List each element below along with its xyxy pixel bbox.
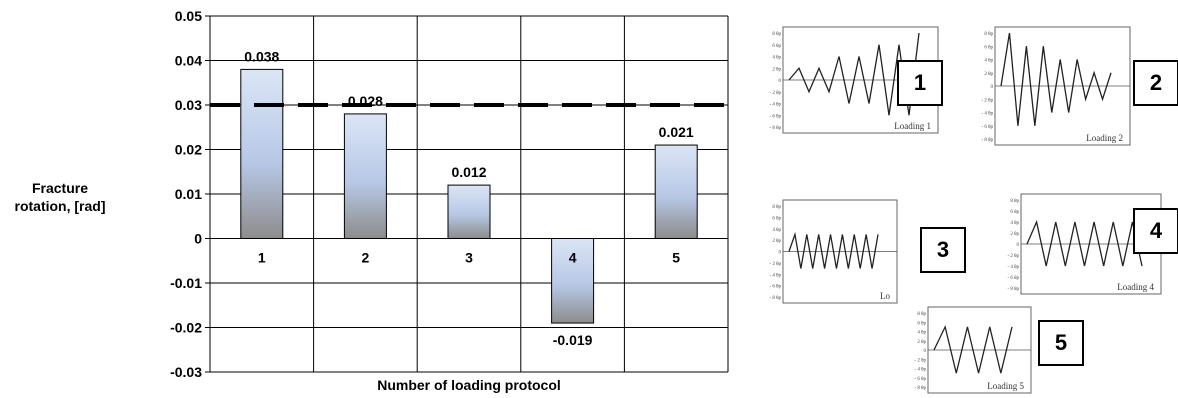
category-label-5: 5 <box>672 250 680 266</box>
bar-2 <box>343 113 387 239</box>
loading-tick-label: 4 θp <box>984 59 993 64</box>
loading-tick-label: 2 θp <box>772 239 781 244</box>
loading-caption: Loading 2 <box>1086 133 1123 143</box>
loading-tick-label: - 6 θp <box>914 377 926 382</box>
loading-number-box-2: 2 <box>1133 60 1178 106</box>
y-tick-labels: 0.05 0.04 0.03 0.02 0.01 0 -0.01 -0.02 -0.03 <box>170 8 202 380</box>
loading-waveform <box>933 324 1013 374</box>
loading-tick-label: 2 θp <box>917 340 926 345</box>
loading-tick-label: 6 θp <box>1010 210 1019 215</box>
category-label-3: 3 <box>465 250 473 266</box>
loading-tick-label: - 6 θp <box>769 285 781 290</box>
loading-tick-label: 2 θp <box>772 67 781 72</box>
loading-waveform <box>1026 219 1143 267</box>
loading-tick-label: 0 <box>924 349 927 354</box>
loading-number-box-3: 3 <box>920 227 966 273</box>
loading-tick-label: 4 θp <box>772 228 781 233</box>
loading-tick-label: 4 θp <box>1010 221 1019 226</box>
loading-waveform <box>788 231 879 269</box>
loading-caption: Loading 1 <box>894 121 931 131</box>
loading-tick-label: - 8 θp <box>981 138 993 143</box>
loading-tick-label: 8 θp <box>772 32 781 37</box>
loading-tick-label: 0 <box>991 85 994 90</box>
loading-tick-label: 0 <box>779 79 782 84</box>
loading-tick-label: - 4 θp <box>769 273 781 278</box>
loading-tick-label: 6 θp <box>984 45 993 50</box>
loading-tick-label: - 8 θp <box>769 126 781 131</box>
loading-number-box-4: 4 <box>1133 208 1178 254</box>
bar-5 <box>654 144 698 239</box>
y-tick-label: 0.05 <box>175 8 202 24</box>
y-tick-label: 0.04 <box>175 53 202 69</box>
y-axis-label-line-2: rotation, [rad] <box>14 198 106 214</box>
bar-1 <box>240 68 284 240</box>
loading-tick-label: 4 θp <box>917 331 926 336</box>
loading-tick-label: - 6 θp <box>981 125 993 130</box>
loading-tick-label: 8 θp <box>984 32 993 37</box>
loading-tick-label: 6 θp <box>772 44 781 49</box>
loading-number-box-5: 5 <box>1038 320 1084 366</box>
bar-3 <box>447 184 491 240</box>
y-axis-label: Fracture rotation, [rad] <box>0 179 120 215</box>
x-axis-label: Number of loading protocol <box>377 377 561 393</box>
loading-tick-label: - 4 θp <box>769 103 781 108</box>
y-tick-label: -0.01 <box>170 275 202 291</box>
y-axis-label-line-1: Fracture <box>31 180 89 196</box>
data-label-4: -0.019 <box>553 332 593 348</box>
fracture-rotation-chart: 0.05 0.04 0.03 0.02 0.01 0 -0.01 -0.02 -0.03 1 2 3… <box>170 8 738 380</box>
loading-tick-label: - 2 θp <box>769 262 781 267</box>
y-tick-label: 0.03 <box>175 97 202 113</box>
loading-panel-2: 8 θp 6 θp 4 θp 2 θp 0 - 2 θp - 4 θp - 6 θp - 8 θ… <box>981 26 1131 146</box>
data-label-5: 0.021 <box>659 124 694 140</box>
loading-tick-label: - 4 θp <box>981 112 993 117</box>
category-labels: 1 2 3 4 5 <box>258 250 680 266</box>
loading-caption: Lo <box>880 291 890 301</box>
y-tick-label: -0.02 <box>170 320 202 336</box>
loading-tick-label: 6 θp <box>917 321 926 326</box>
loading-tick-label: 4 θp <box>772 56 781 61</box>
loading-tick-label: - 4 θp <box>1007 265 1019 270</box>
loading-panel-5: 8 θp 6 θp 4 θp 2 θp 0 - 2 θp - 4 θp - 6 θp - 8 θ… <box>914 306 1032 394</box>
loading-tick-label: - 2 θp <box>769 91 781 96</box>
loading-number-box-1: 1 <box>897 60 943 106</box>
category-label-1: 1 <box>258 250 266 266</box>
bars <box>240 68 698 324</box>
loading-tick-label: - 6 θp <box>1007 276 1019 281</box>
loading-tick-label: 8 θp <box>772 205 781 210</box>
y-tick-label: 0.01 <box>175 186 202 202</box>
data-label-3: 0.012 <box>451 164 486 180</box>
loading-tick-label: - 6 θp <box>769 114 781 119</box>
loading-tick-label: - 8 θp <box>769 296 781 301</box>
loading-tick-label: - 2 θp <box>914 358 926 363</box>
bar-4 <box>551 238 595 324</box>
loading-tick-label: 6 θp <box>772 216 781 221</box>
loading-tick-label: - 8 θp <box>1007 287 1019 292</box>
loading-tick-label: - 2 θp <box>1007 254 1019 259</box>
chart-grid <box>205 15 729 373</box>
loading-tick-label: 2 θp <box>1010 232 1019 237</box>
category-label-4: 4 <box>569 250 577 266</box>
category-label-2: 2 <box>362 250 370 266</box>
y-tick-label: 0 <box>194 231 202 247</box>
loading-tick-label: - 8 θp <box>914 386 926 391</box>
loading-tick-label: 8 θp <box>917 312 926 317</box>
loading-tick-label: 0 <box>1017 243 1020 248</box>
loading-caption: Loading 4 <box>1117 282 1154 292</box>
loading-caption: Loading 5 <box>987 381 1024 391</box>
y-tick-label: -0.03 <box>170 364 202 380</box>
data-label-1: 0.038 <box>244 48 279 64</box>
loading-tick-label: - 2 θp <box>981 98 993 103</box>
loading-panel-3: 8 θp 6 θp 4 θp 2 θp 0 - 2 θp - 4 θp - 6 θp - 8 θ… <box>769 199 898 304</box>
loading-tick-label: - 4 θp <box>914 368 926 373</box>
y-tick-label: 0.02 <box>175 142 202 158</box>
loading-tick-label: 8 θp <box>1010 199 1019 204</box>
loading-tick-label: 0 <box>779 251 782 256</box>
loading-waveform <box>788 32 920 116</box>
loading-tick-label: 2 θp <box>984 72 993 77</box>
loading-waveform <box>1000 32 1112 126</box>
